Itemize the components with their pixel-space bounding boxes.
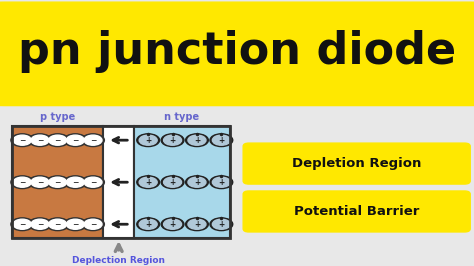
Circle shape <box>66 177 84 187</box>
Circle shape <box>212 177 230 187</box>
Bar <box>12 126 230 238</box>
Text: −: − <box>72 220 79 229</box>
Circle shape <box>186 176 209 189</box>
Circle shape <box>49 219 67 229</box>
Text: +: + <box>169 136 176 145</box>
Text: p type: p type <box>40 111 75 122</box>
Circle shape <box>212 135 230 145</box>
Circle shape <box>46 134 69 147</box>
Text: −: − <box>72 178 79 187</box>
Circle shape <box>188 135 206 145</box>
Circle shape <box>139 177 157 187</box>
Text: +: + <box>169 178 176 187</box>
Circle shape <box>137 176 160 189</box>
FancyBboxPatch shape <box>243 191 470 232</box>
Text: −: − <box>19 220 26 229</box>
Text: +: + <box>194 178 200 187</box>
Circle shape <box>49 177 67 187</box>
Circle shape <box>64 218 87 231</box>
Circle shape <box>161 176 184 189</box>
Text: n type: n type <box>164 111 200 122</box>
Circle shape <box>46 218 69 231</box>
Circle shape <box>186 218 209 231</box>
Text: Depletion Region: Depletion Region <box>292 157 421 170</box>
Text: −: − <box>19 136 26 145</box>
Circle shape <box>82 218 104 231</box>
Circle shape <box>66 135 84 145</box>
Text: +: + <box>218 178 225 187</box>
Circle shape <box>210 176 233 189</box>
Text: +: + <box>194 220 200 229</box>
Text: Deplection Region: Deplection Region <box>72 256 165 265</box>
Circle shape <box>64 134 87 147</box>
Circle shape <box>212 219 230 229</box>
Circle shape <box>164 219 182 229</box>
Circle shape <box>210 218 233 231</box>
Text: +: + <box>145 220 151 229</box>
Circle shape <box>84 219 102 229</box>
Bar <box>134 126 230 238</box>
Circle shape <box>49 135 67 145</box>
Circle shape <box>139 219 157 229</box>
Circle shape <box>137 218 160 231</box>
Text: +: + <box>218 136 225 145</box>
Circle shape <box>161 134 184 147</box>
Circle shape <box>11 134 34 147</box>
Text: −: − <box>37 220 43 229</box>
Circle shape <box>84 135 102 145</box>
Circle shape <box>161 218 184 231</box>
Text: pn junction diode: pn junction diode <box>18 30 456 73</box>
Circle shape <box>31 177 49 187</box>
Circle shape <box>82 134 104 147</box>
Text: +: + <box>169 220 176 229</box>
Circle shape <box>84 177 102 187</box>
Text: −: − <box>19 178 26 187</box>
Circle shape <box>46 176 69 189</box>
Text: −: − <box>37 136 43 145</box>
Circle shape <box>139 135 157 145</box>
Circle shape <box>66 219 84 229</box>
Text: −: − <box>90 220 96 229</box>
Circle shape <box>28 218 51 231</box>
Circle shape <box>164 135 182 145</box>
Circle shape <box>11 218 34 231</box>
Circle shape <box>31 219 49 229</box>
Text: −: − <box>90 178 96 187</box>
Circle shape <box>188 219 206 229</box>
Text: +: + <box>145 136 151 145</box>
Circle shape <box>188 177 206 187</box>
Bar <box>103 126 134 238</box>
Text: −: − <box>90 136 96 145</box>
Text: −: − <box>37 178 43 187</box>
Bar <box>12 126 103 238</box>
Text: −: − <box>72 136 79 145</box>
Circle shape <box>82 176 104 189</box>
Circle shape <box>137 134 160 147</box>
Text: +: + <box>145 178 151 187</box>
Circle shape <box>164 177 182 187</box>
Circle shape <box>13 219 31 229</box>
Circle shape <box>11 176 34 189</box>
FancyBboxPatch shape <box>243 143 470 184</box>
Circle shape <box>186 134 209 147</box>
Circle shape <box>28 176 51 189</box>
Circle shape <box>210 134 233 147</box>
FancyBboxPatch shape <box>0 2 474 106</box>
Text: −: − <box>55 178 61 187</box>
Circle shape <box>13 135 31 145</box>
Text: −: − <box>55 220 61 229</box>
Text: +: + <box>218 220 225 229</box>
Text: −: − <box>55 136 61 145</box>
Circle shape <box>13 177 31 187</box>
Circle shape <box>31 135 49 145</box>
Text: Potential Barrier: Potential Barrier <box>294 205 419 218</box>
Circle shape <box>64 176 87 189</box>
Circle shape <box>28 134 51 147</box>
Text: +: + <box>194 136 200 145</box>
